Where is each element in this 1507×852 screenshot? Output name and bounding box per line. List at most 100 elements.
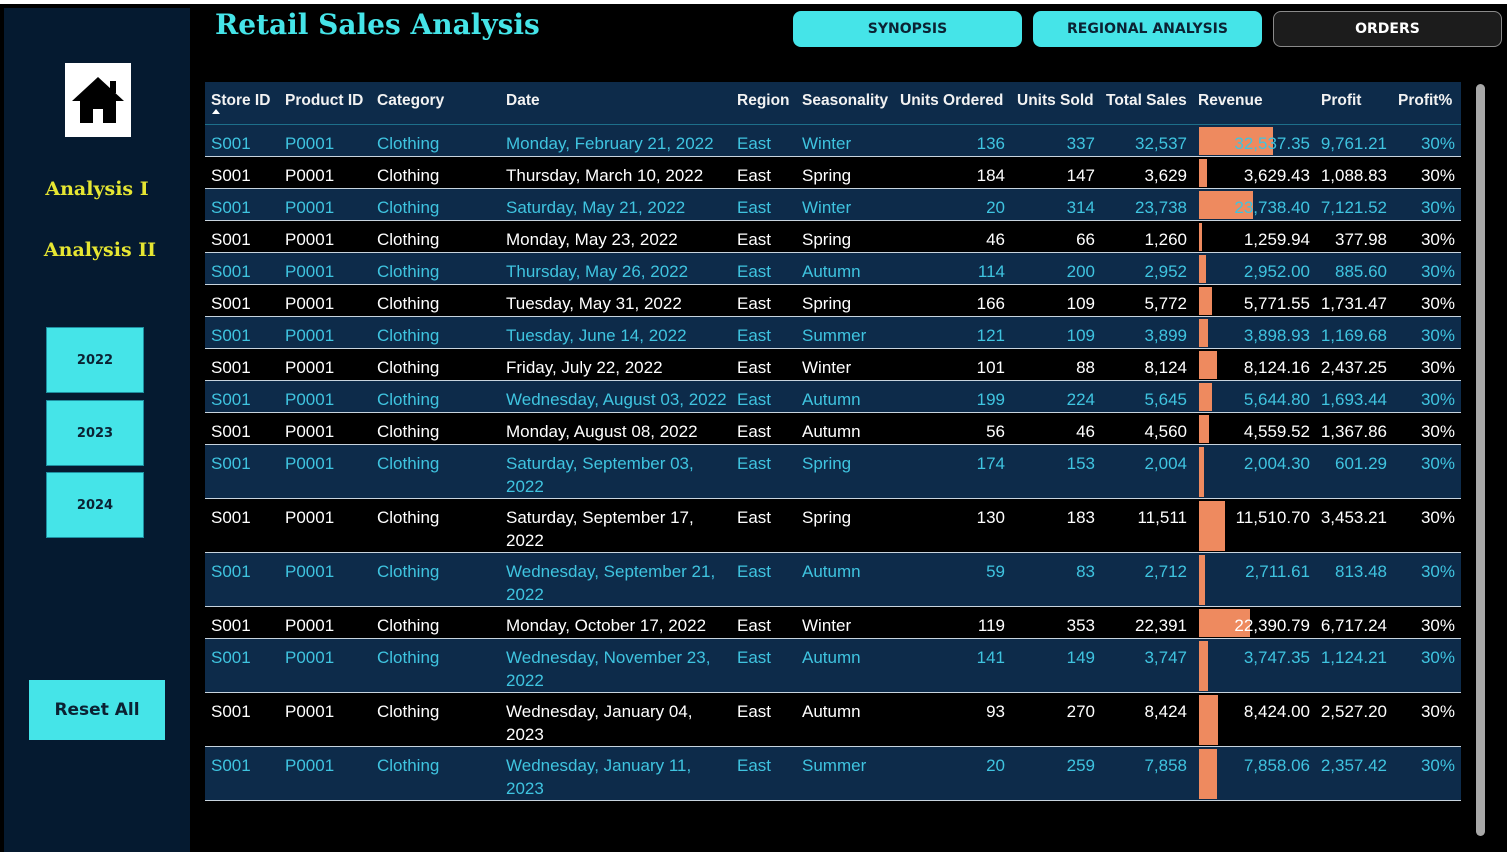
cell-region: East [737,508,772,527]
cell-revenue: 3,747.35 [1243,648,1310,667]
cell-product-id: P0001 [285,616,335,635]
table-row[interactable]: S001 P0001 Clothing Wednesday, January 04, … [205,693,1461,747]
table-row[interactable]: S001 P0001 Clothing Friday, July 22, 2022 Ea… [205,349,1461,381]
table-row[interactable]: S001 P0001 Clothing Monday, May 23, 2022 Eas… [205,221,1461,253]
nav-analysis-1[interactable]: Analysis I [45,178,149,200]
column-header-product-id[interactable]: Product ID [285,92,364,109]
reset-all-button[interactable]: Reset All [29,680,165,740]
cell-region: East [737,562,772,581]
cell-profit: 377.98 [1335,230,1387,249]
column-header-date[interactable]: Date [506,92,540,109]
cell-seasonality: Spring [802,454,852,473]
revenue-bar [1199,159,1207,187]
cell-profit: 2,357.42 [1320,756,1387,775]
tab-orders[interactable]: ORDERS [1273,11,1502,47]
cell-date: Friday, July 22, 2022 [506,358,663,377]
revenue-bar [1199,191,1253,219]
cell-product-id: P0001 [285,294,335,313]
table-row[interactable]: S001 P0001 Clothing Tuesday, June 14, 2022 E… [205,317,1461,349]
table-row[interactable]: S001 P0001 Clothing Monday, August 08, 2022… [205,413,1461,445]
cell-profit-pct: 30% [1420,508,1455,527]
cell-units-ordered: 59 [986,562,1005,581]
cell-date: Monday, October 17, 2022 [506,616,707,635]
revenue-bar [1199,223,1202,251]
table-row[interactable]: S001 P0001 Clothing Thursday, March 10, 202… [205,157,1461,189]
column-header-units-sold[interactable]: Units Sold [1017,92,1094,109]
column-header-store-id[interactable]: Store ID [211,92,271,109]
column-header-profit-pct[interactable]: Profit% [1398,92,1453,109]
table-row[interactable]: S001 P0001 Clothing Wednesday, September 21… [205,553,1461,607]
nav-analysis-2[interactable]: Analysis II [43,239,157,261]
cell-date: Thursday, May 26, 2022 [506,262,689,281]
table-row[interactable]: S001 P0001 Clothing Tuesday, May 31, 2022 Ea… [205,285,1461,317]
column-header-region[interactable]: Region [737,92,790,109]
column-header-profit[interactable]: Profit [1321,92,1362,109]
table-row[interactable]: S001 P0001 Clothing Wednesday, November 23,… [205,639,1461,693]
table-row[interactable]: S001 P0001 Clothing Saturday, September 03,… [205,445,1461,499]
cell-seasonality: Summer [802,756,867,775]
cell-seasonality: Winter [802,358,852,377]
column-header-units-ordered[interactable]: Units Ordered [900,92,1004,109]
cell-units-ordered: 46 [986,230,1005,249]
cell-profit: 2,527.20 [1320,702,1387,721]
cell-revenue: 11,510.70 [1235,508,1310,527]
cell-product-id: P0001 [285,134,335,153]
column-header-category[interactable]: Category [377,92,445,109]
cell-date: Wednesday, November 23, 2022 [506,648,711,690]
tab-synopsis[interactable]: SYNOPSIS [793,11,1022,47]
cell-total-sales: 8,424 [1144,702,1187,721]
cell-units-ordered: 101 [976,358,1005,377]
home-icon [72,77,124,123]
cell-total-sales: 8,124 [1144,358,1187,377]
tab-regional-analysis[interactable]: REGIONAL ANALYSIS [1033,11,1262,47]
cell-category: Clothing [377,562,440,581]
table-row[interactable]: S001 P0001 Clothing Thursday, May 26, 2022 E… [205,253,1461,285]
table-row[interactable]: S001 P0001 Clothing Saturday, May 21, 2022 E… [205,189,1461,221]
cell-date: Thursday, March 10, 2022 [506,166,704,185]
orders-table: Store ID Product ID Category Date Region Seas… [205,82,1461,839]
revenue-bar [1199,749,1217,799]
year-2022-button[interactable]: 2022 [46,327,144,393]
revenue-bar [1199,447,1204,497]
year-2023-button[interactable]: 2023 [46,400,144,466]
cell-units-ordered: 136 [976,134,1005,153]
table-row[interactable]: S001 P0001 Clothing Wednesday, January 11, … [205,747,1461,801]
table-row[interactable]: S001 P0001 Clothing Monday, October 17, 202… [205,607,1461,639]
cell-date: Wednesday, January 11, 2023 [506,756,692,798]
home-button[interactable] [65,63,131,137]
revenue-bar [1199,383,1212,411]
year-2024-button[interactable]: 2024 [46,472,144,538]
cell-product-id: P0001 [285,358,335,377]
cell-region: East [737,358,772,377]
cell-units-sold: 337 [1066,134,1095,153]
cell-profit: 3,453.21 [1320,508,1387,527]
cell-region: East [737,294,772,313]
cell-store-id: S001 [211,294,251,313]
cell-total-sales: 7,858 [1144,756,1187,775]
cell-profit: 7,121.52 [1320,198,1387,217]
cell-region: East [737,390,772,409]
cell-seasonality: Spring [802,230,852,249]
cell-seasonality: Spring [802,294,852,313]
revenue-bar [1199,695,1218,745]
cell-seasonality: Autumn [802,390,861,409]
cell-total-sales: 3,629 [1144,166,1187,185]
column-header-total-sales[interactable]: Total Sales [1106,92,1187,109]
cell-revenue: 32,537.35 [1234,134,1310,153]
cell-region: East [737,230,772,249]
column-header-seasonality[interactable]: Seasonality [802,92,889,109]
table-row[interactable]: S001 P0001 Clothing Saturday, September 17,… [205,499,1461,553]
cell-units-sold: 83 [1076,562,1095,581]
scrollbar-thumb[interactable] [1476,84,1485,836]
cell-revenue: 2,004.30 [1243,454,1310,473]
table-row[interactable]: S001 P0001 Clothing Wednesday, August 03, 2… [205,381,1461,413]
cell-product-id: P0001 [285,166,335,185]
cell-profit: 1,124.21 [1320,648,1387,667]
table-row[interactable]: S001 P0001 Clothing Monday, February 21, 20… [205,125,1461,157]
cell-store-id: S001 [211,562,251,581]
cell-profit-pct: 30% [1420,702,1455,721]
cell-total-sales: 22,391 [1135,616,1187,635]
cell-store-id: S001 [211,166,251,185]
cell-profit-pct: 30% [1420,230,1455,249]
column-header-revenue[interactable]: Revenue [1198,92,1263,109]
